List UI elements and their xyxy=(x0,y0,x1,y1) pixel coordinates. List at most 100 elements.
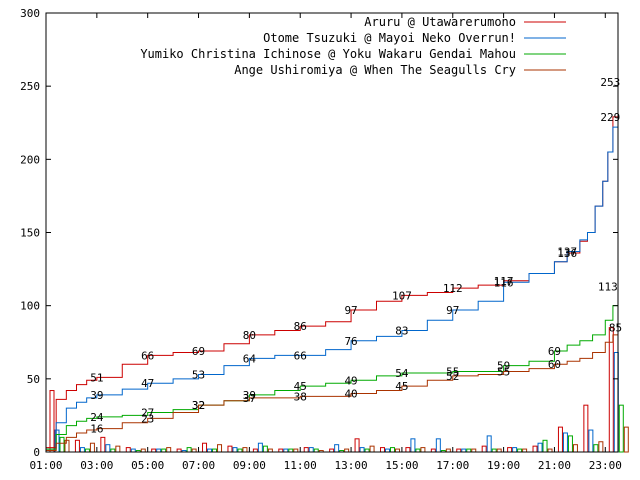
series-lines xyxy=(46,81,619,452)
hourly-bar xyxy=(618,404,624,453)
hourly-bar xyxy=(186,447,192,453)
series-line-2 xyxy=(46,286,619,450)
hourly-bar xyxy=(105,444,111,453)
data-label: 64 xyxy=(243,352,257,365)
hourly-bar xyxy=(507,447,513,453)
hourly-bar xyxy=(64,439,70,453)
y-tick-label: 0 xyxy=(33,446,40,459)
legend: Aruru @ Utawarerumono Otome Tsuzuki @ May… xyxy=(140,15,566,77)
data-label: 40 xyxy=(344,387,357,400)
y-tick-label: 100 xyxy=(20,300,40,313)
data-label: 253 xyxy=(600,76,620,89)
hourly-bar xyxy=(410,438,416,453)
data-label: 49 xyxy=(344,374,357,387)
legend-label: Otome Tsuzuki @ Mayoi Neko Overrun! xyxy=(263,31,516,45)
x-tick-label: 15:00 xyxy=(385,459,418,472)
hourly-bar xyxy=(217,444,223,453)
hourly-bar xyxy=(405,447,411,453)
data-label: 51 xyxy=(90,371,103,384)
hourly-bar xyxy=(242,447,248,453)
data-label: 69 xyxy=(192,345,205,358)
x-tick-label: 03:00 xyxy=(80,459,113,472)
hourly-bar xyxy=(257,442,263,453)
x-axis-ticks: 01:00 03:00 05:00 07:00 09:00 11:00 13:00 15:00… xyxy=(29,13,622,472)
hourly-bar xyxy=(89,442,95,453)
hourly-bar xyxy=(166,447,172,453)
legend-label: Ange Ushiromiya @ When The Seagulls Cry xyxy=(234,63,516,77)
data-label: 39 xyxy=(90,389,103,402)
data-label: 47 xyxy=(141,377,154,390)
data-label: 45 xyxy=(395,380,408,393)
hourly-bar xyxy=(232,447,238,453)
y-tick-label: 250 xyxy=(20,80,40,93)
data-label: 45 xyxy=(294,380,307,393)
hourly-bar xyxy=(79,447,85,453)
hourly-bar xyxy=(379,447,385,453)
data-label: 27 xyxy=(141,406,154,419)
hourly-bar xyxy=(481,445,487,453)
hourly-bars xyxy=(49,327,629,453)
data-label: 66 xyxy=(141,349,154,362)
y-tick-label: 50 xyxy=(27,373,40,386)
legend-label: Yumiko Christina Ichinose @ Yoku Wakaru … xyxy=(140,47,516,61)
data-label: 54 xyxy=(395,367,409,380)
hourly-bar xyxy=(59,436,65,453)
data-label: 60 xyxy=(548,358,561,371)
data-label: 85 xyxy=(609,322,622,335)
hourly-bar xyxy=(486,435,492,453)
hourly-bar xyxy=(598,441,604,453)
x-tick-label: 13:00 xyxy=(335,459,368,472)
hourly-bar xyxy=(542,439,548,453)
data-label: 117 xyxy=(494,275,514,288)
y-tick-label: 300 xyxy=(20,7,40,20)
hourly-bar xyxy=(49,390,55,453)
data-label: 32 xyxy=(192,399,205,412)
hourly-bar xyxy=(608,327,614,453)
hourly-bar xyxy=(359,447,365,453)
data-label: 23 xyxy=(141,412,154,425)
data-label: 38 xyxy=(294,390,307,403)
hourly-bar xyxy=(227,445,233,453)
x-tick-label: 01:00 xyxy=(29,459,62,472)
data-label: 55 xyxy=(497,366,510,379)
data-label: 52 xyxy=(446,370,459,383)
hourly-bar xyxy=(583,404,589,453)
series-line-0 xyxy=(46,81,619,449)
data-label: 97 xyxy=(344,304,357,317)
y-tick-label: 200 xyxy=(20,153,40,166)
hourly-bar xyxy=(593,444,599,453)
plot-frame xyxy=(45,12,619,453)
data-label: 37 xyxy=(243,392,256,405)
y-tick-label: 150 xyxy=(20,227,40,240)
x-tick-label: 19:00 xyxy=(487,459,520,472)
data-label: 137 xyxy=(557,246,577,259)
hourly-bar xyxy=(420,447,426,453)
series-line-1 xyxy=(46,116,619,450)
x-tick-label: 09:00 xyxy=(233,459,266,472)
hourly-bar xyxy=(308,447,314,453)
hourly-bar xyxy=(623,426,629,453)
data-label: 66 xyxy=(294,349,307,362)
data-label: 86 xyxy=(294,320,307,333)
data-label: 59 xyxy=(497,360,510,373)
data-label: 229 xyxy=(600,111,620,124)
hourly-bar xyxy=(303,447,309,453)
hourly-bar xyxy=(572,444,578,453)
hourly-bar xyxy=(100,436,106,453)
hourly-bar xyxy=(435,438,441,453)
x-tick-label: 23:00 xyxy=(589,459,622,472)
hourly-bar xyxy=(354,438,360,453)
hourly-bar xyxy=(588,429,594,453)
data-label: 53 xyxy=(192,368,205,381)
hourly-bar xyxy=(369,445,375,453)
data-label: 16 xyxy=(90,423,103,436)
data-label: 97 xyxy=(446,304,459,317)
hourly-bar xyxy=(262,445,268,453)
data-label: 112 xyxy=(443,282,463,295)
data-label: 116 xyxy=(494,276,514,289)
hourly-bar xyxy=(74,439,80,453)
hourly-bar xyxy=(557,426,563,453)
data-label: 136 xyxy=(557,247,577,260)
hourly-bar xyxy=(567,435,573,453)
hourly-bar xyxy=(532,445,538,453)
